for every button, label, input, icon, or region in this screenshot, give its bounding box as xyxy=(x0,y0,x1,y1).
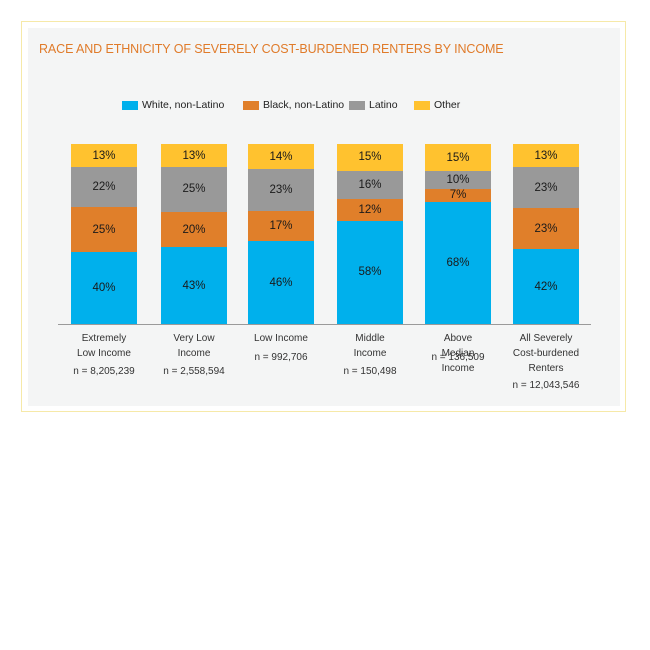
chart-legend: White, non-Latino Black, non-Latino Lati… xyxy=(0,99,650,113)
bar-segment: 7% xyxy=(425,189,491,202)
bar-segment: 25% xyxy=(71,207,137,252)
bar-segment: 13% xyxy=(513,144,579,168)
chart-title: RACE AND ETHNICITY OF SEVERELY COST-BURD… xyxy=(39,42,504,56)
bar-5: 68% 7% 10% 15% xyxy=(425,144,491,324)
legend-swatch-latino-icon xyxy=(349,100,365,110)
bar-segment: 10% xyxy=(425,171,491,189)
legend-item-latino: Latino xyxy=(349,99,398,111)
bar-segment: 14% xyxy=(248,144,314,170)
category-label: Very Low Income xyxy=(173,333,215,359)
bar-4: 58% 12% 16% 15% xyxy=(337,144,403,324)
bar-3: 46% 17% 23% 14% xyxy=(248,144,314,324)
bar-segment: 13% xyxy=(71,144,137,168)
category-label: Extremely Low Income xyxy=(77,333,131,359)
sample-size-label: n = 136,509 xyxy=(431,352,485,363)
bar-segment: 16% xyxy=(337,170,403,200)
bar-2: 43% 20% 25% 13% xyxy=(161,144,227,324)
bar-segment: 58% xyxy=(337,220,403,324)
legend-swatch-white-icon xyxy=(122,100,138,110)
bar-segment: 42% xyxy=(513,249,579,324)
bar-6: 42% 23% 23% 13% xyxy=(513,144,579,324)
bar-segment: 23% xyxy=(248,169,314,211)
bar-segment: 23% xyxy=(513,208,579,250)
bar-segment: 15% xyxy=(337,144,403,171)
legend-label: Other xyxy=(434,99,461,111)
bar-segment: 17% xyxy=(248,210,314,242)
sample-size-label: n = 2,558,594 xyxy=(163,366,225,377)
legend-label: White, non-Latino xyxy=(142,99,225,111)
bar-segment: 25% xyxy=(161,167,227,212)
category-label: Low Income xyxy=(254,333,308,344)
bar-segment: 13% xyxy=(161,144,227,168)
legend-item-other: Other xyxy=(414,99,460,111)
bar-segment: 23% xyxy=(513,167,579,209)
bar-1: 40% 25% 22% 13% xyxy=(71,144,137,324)
bar-segment: 40% xyxy=(71,252,137,324)
bar-segment: 68% xyxy=(425,201,491,324)
sample-size-label: n = 150,498 xyxy=(343,366,397,377)
legend-item-white: White, non-Latino xyxy=(122,99,224,111)
bar-segment: 15% xyxy=(425,144,491,171)
legend-label: Black, non-Latino xyxy=(263,99,345,111)
bar-segment: 22% xyxy=(71,167,137,207)
sample-size-label: n = 8,205,239 xyxy=(73,366,135,377)
x-axis-line xyxy=(58,324,591,325)
legend-label: Latino xyxy=(369,99,398,111)
legend-swatch-black-icon xyxy=(243,100,259,110)
sample-size-label: n = 992,706 xyxy=(254,352,308,363)
category-label: All Severely Cost-burdened Renters xyxy=(512,333,580,374)
bar-segment: 43% xyxy=(161,247,227,324)
bar-segment: 46% xyxy=(248,241,314,324)
bar-segment: 20% xyxy=(161,211,227,248)
legend-swatch-other-icon xyxy=(414,100,430,110)
legend-item-black: Black, non-Latino xyxy=(243,99,344,111)
bar-segment: 12% xyxy=(337,199,403,221)
category-label: Above Median Income xyxy=(441,333,475,374)
sample-size-label: n = 12,043,546 xyxy=(512,380,580,391)
category-label: Middle Income xyxy=(353,333,387,359)
